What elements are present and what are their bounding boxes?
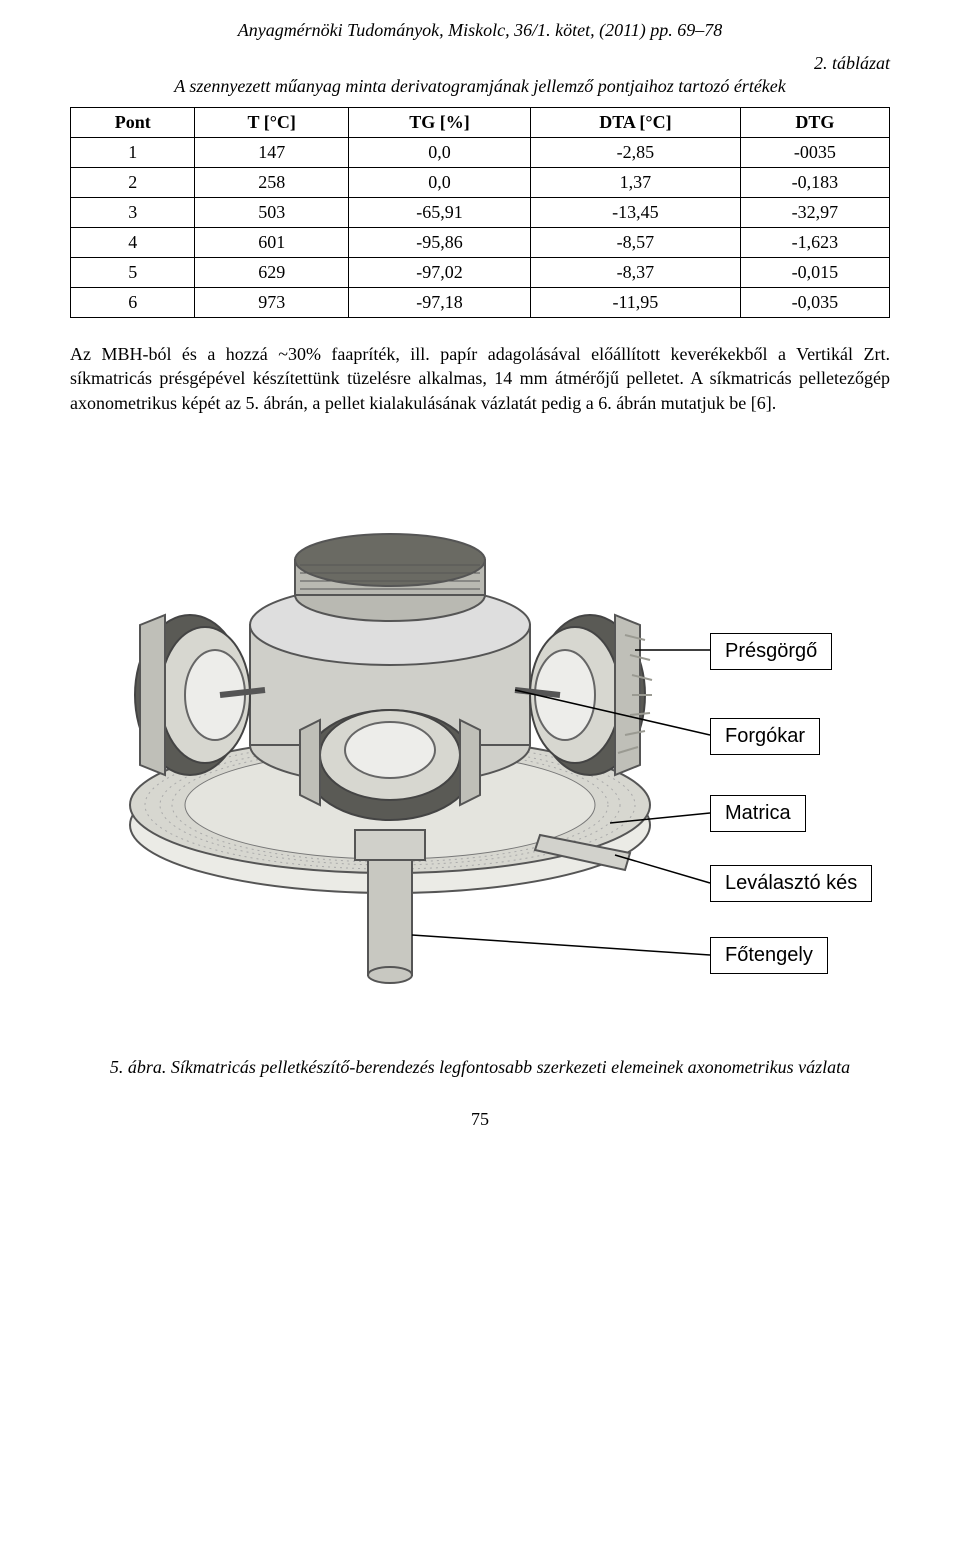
- figure-5-caption-lead: 5. ábra.: [110, 1057, 167, 1077]
- col-t: T [°C]: [195, 108, 349, 138]
- table-row: 4601-95,86-8,57-1,623: [71, 228, 890, 258]
- label-presgorgo: Présgörgő: [710, 633, 832, 670]
- running-head: Anyagmérnöki Tudományok, Miskolc, 36/1. …: [70, 20, 890, 41]
- figure-5-caption-rest: Síkmatricás pelletkészítő-berendezés leg…: [166, 1057, 850, 1077]
- col-tg: TG [%]: [348, 108, 530, 138]
- table-row: 3503-65,91-13,45-32,97: [71, 198, 890, 228]
- table2-caption-text: A szennyezett műanyag minta derivatogram…: [70, 76, 890, 97]
- page-number: 75: [70, 1109, 890, 1130]
- page-container: Anyagmérnöki Tudományok, Miskolc, 36/1. …: [0, 0, 960, 1170]
- table-header-row: Pont T [°C] TG [%] DTA [°C] DTG: [71, 108, 890, 138]
- table2: Pont T [°C] TG [%] DTA [°C] DTG 11470,0-…: [70, 107, 890, 318]
- label-matrica: Matrica: [710, 795, 806, 832]
- label-fotengely: Főtengely: [710, 937, 828, 974]
- label-forgokar: Forgókar: [710, 718, 820, 755]
- col-dtg: DTG: [740, 108, 889, 138]
- figure-5: Présgörgő Forgókar Matrica Leválasztó ké…: [70, 435, 890, 1025]
- body-paragraph: Az MBH-ból és a hozzá ~30% faapríték, il…: [70, 342, 890, 415]
- table-row: 22580,01,37-0,183: [71, 168, 890, 198]
- table2-caption-number: 2. táblázat: [70, 53, 890, 74]
- table-row: 5629-97,02-8,37-0,015: [71, 258, 890, 288]
- label-levalaszto: Leválasztó kés: [710, 865, 872, 902]
- table-row: 11470,0-2,85-0035: [71, 138, 890, 168]
- col-dta: DTA [°C]: [530, 108, 740, 138]
- col-pont: Pont: [71, 108, 195, 138]
- figure-5-caption: 5. ábra. Síkmatricás pelletkészítő-beren…: [70, 1055, 890, 1079]
- table-row: 6973-97,18-11,95-0,035: [71, 288, 890, 318]
